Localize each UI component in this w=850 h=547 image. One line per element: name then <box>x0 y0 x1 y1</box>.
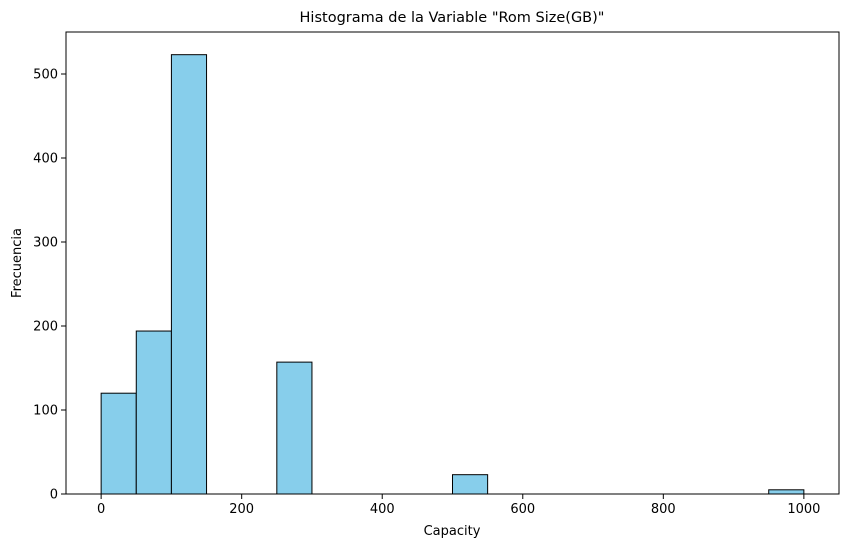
x-axis-label: Capacity <box>424 524 481 539</box>
y-axis-label: Frecuencia <box>10 228 25 298</box>
histogram-bar <box>452 474 489 495</box>
x-tick-label: 800 <box>651 502 676 517</box>
y-tick-label: 400 <box>33 152 58 167</box>
bars-group <box>100 54 805 495</box>
x-tick-label: 1000 <box>787 502 820 517</box>
chart-title: Histograma de la Variable "Rom Size(GB)" <box>300 10 605 26</box>
histogram-bar <box>135 330 172 495</box>
histogram-bar <box>170 54 208 495</box>
x-axis-ticks: 0 200 400 600 800 1000 <box>97 494 820 517</box>
x-tick-label: 200 <box>229 502 254 517</box>
plot-frame <box>65 31 840 495</box>
histogram-bar <box>768 489 805 495</box>
histogram-bar <box>276 361 313 495</box>
x-tick-label: 600 <box>510 502 535 517</box>
x-tick-label: 400 <box>370 502 395 517</box>
y-axis-ticks: 0 100 200 300 400 500 <box>33 68 66 503</box>
y-tick-label: 0 <box>50 488 58 503</box>
histogram-bar <box>100 392 137 495</box>
y-tick-label: 200 <box>33 320 58 335</box>
x-tick-label: 0 <box>97 502 105 517</box>
y-tick-label: 500 <box>33 68 58 83</box>
y-tick-label: 300 <box>33 236 58 251</box>
y-tick-label: 100 <box>33 404 58 419</box>
